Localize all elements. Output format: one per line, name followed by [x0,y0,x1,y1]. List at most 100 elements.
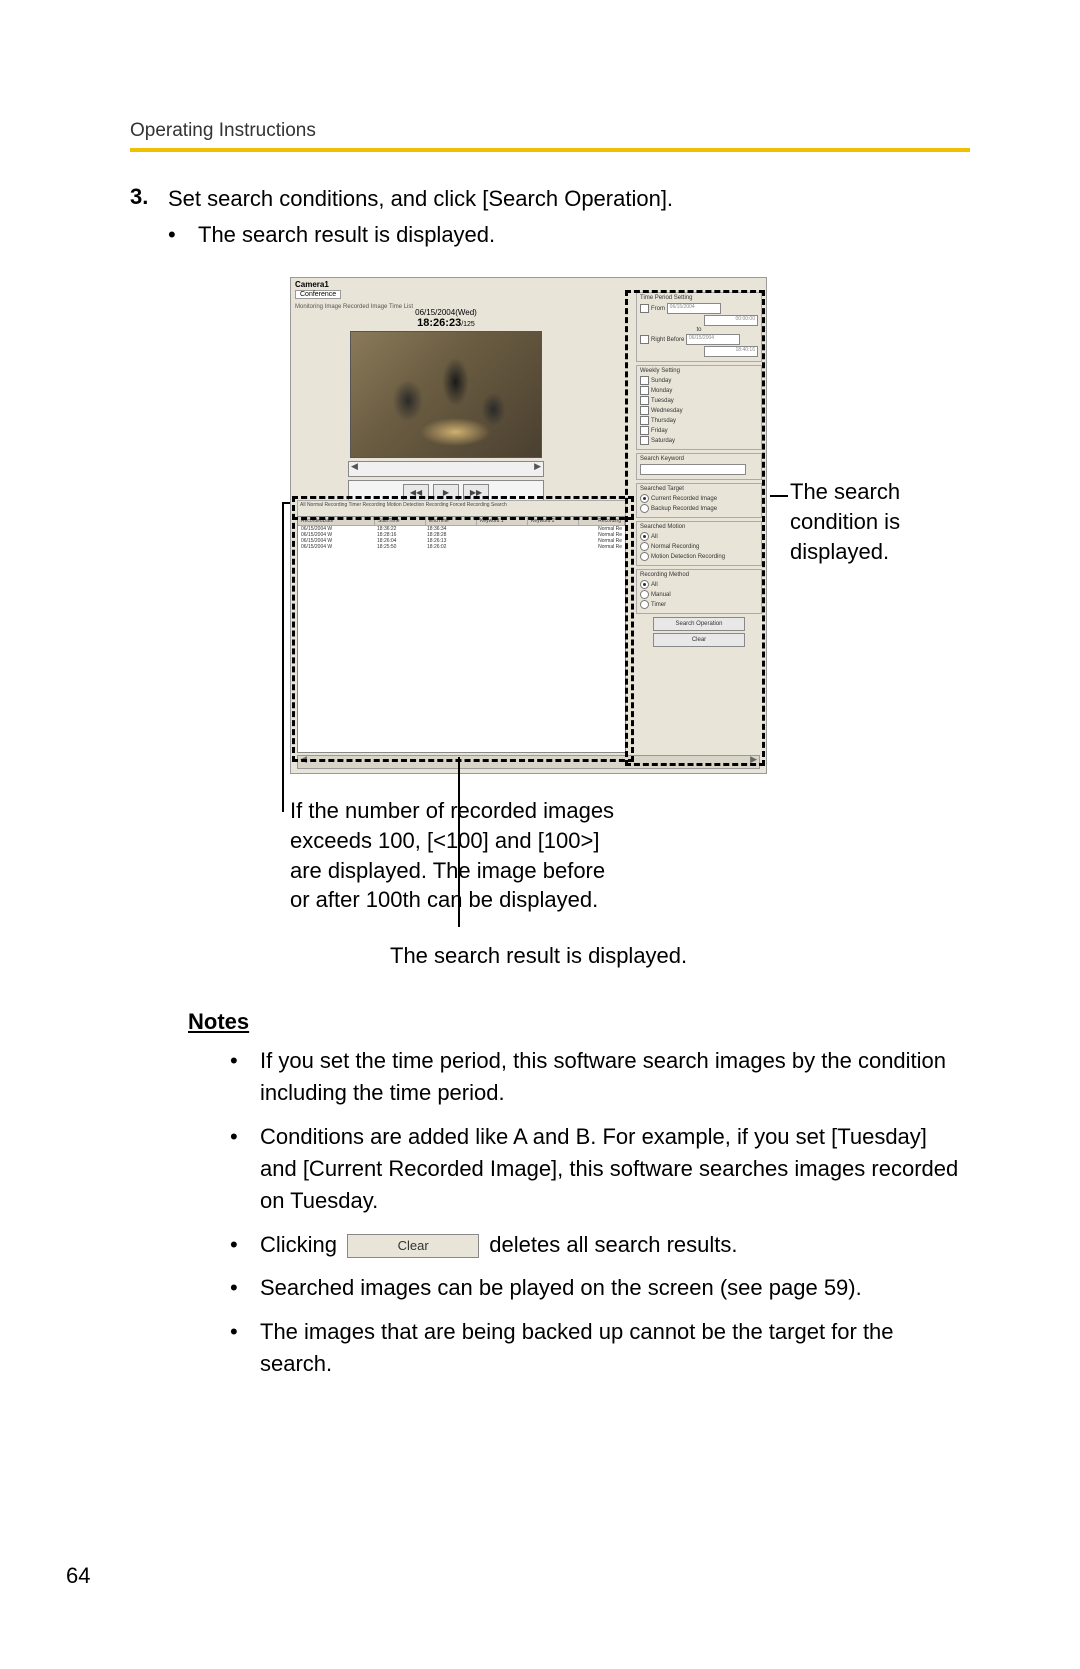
search-condition-panel: Time Period Setting From 06/15/2004 00:0… [636,292,762,649]
target-radio[interactable] [640,504,649,513]
col: RecordedDate [298,517,375,525]
note-pre: Clicking [260,1232,337,1257]
rightbefore-checkbox[interactable] [640,335,649,344]
day-label: Thursday [651,418,676,424]
opt-label: Normal Recording [651,544,699,550]
col: Keyword 2 [528,517,579,525]
day-checkbox[interactable] [640,426,649,435]
day-label: Monday [651,388,672,394]
opt-label: Manual [651,592,671,598]
day-checkbox[interactable] [640,406,649,415]
screenshot: Camera1 Conference Monitoring Image Reco… [290,277,767,774]
note-post: deletes all search results. [489,1232,737,1257]
rb-date-input[interactable]: 06/15/2004 [686,334,740,345]
group-keyword: Search Keyword [636,453,762,480]
from-date-input[interactable]: 06/15/2004 [667,303,721,314]
note-item: • Searched images can be played on the s… [230,1272,960,1304]
video-panel: 06/15/2004(Wed) 18:26:23/125 ◀◀ ▶ ▶▶ [341,308,551,506]
video-date: 06/15/2004(Wed) [341,308,551,317]
camera-title: Camera1 [295,280,329,289]
note-item: • If you set the time period, this softw… [230,1045,960,1109]
keyword-input[interactable] [640,464,746,475]
clear-button[interactable]: Clear [653,633,745,647]
col: StartTime [375,517,426,525]
rb-time-input[interactable]: 18:40:16 [704,346,758,357]
day-checkbox[interactable] [640,396,649,405]
day-label: Sunday [651,378,671,384]
group-target: Searched Target Current Recorded Image B… [636,483,762,518]
group-motion: Searched Motion All Normal Recording Mot… [636,521,762,566]
divider [130,148,970,152]
motion-radio[interactable] [640,552,649,561]
leader-line [458,757,460,927]
note-item: • The images that are being backed up ca… [230,1316,960,1380]
opt-label: Timer [651,602,666,608]
clear-button-inline[interactable]: Clear [347,1234,479,1258]
target-radio[interactable] [640,494,649,503]
group-title: Searched Target [640,486,758,492]
col: Recording [579,517,625,525]
search-operation-button[interactable]: Search Operation [653,617,745,631]
to-label: to [640,327,758,333]
step-sub: • The search result is displayed. [168,220,970,250]
col: EndTime [426,517,477,525]
day-label: Tuesday [651,398,674,404]
method-radio[interactable] [640,590,649,599]
callout-search-condition: The search condition is displayed. [790,477,990,566]
from-label: From [651,306,665,312]
scrollbar-horizontal[interactable] [297,755,760,769]
from-time-input[interactable]: 00:00:00 [704,315,758,326]
step-text: Set search conditions, and click [Search… [168,184,673,214]
page-number: 64 [66,1563,90,1589]
group-title: Searched Motion [640,524,758,530]
figure: Camera1 Conference Monitoring Image Reco… [290,277,970,969]
note-text: Searched images can be played on the scr… [260,1272,862,1304]
results-header: RecordedDate StartTime EndTime Keyword 1… [298,517,625,526]
playback-slider[interactable] [348,461,544,477]
day-checkbox[interactable] [640,436,649,445]
notes-heading: Notes [188,1009,970,1035]
leader-line [284,502,290,504]
group-title: Search Keyword [640,456,758,462]
callout-pagination: If the number of recorded images exceeds… [290,796,620,915]
results-table: RecordedDate StartTime EndTime Keyword 1… [297,516,626,753]
rightbefore-label: Right Before [651,337,684,343]
opt-label: All [651,534,658,540]
day-checkbox[interactable] [640,386,649,395]
motion-radio[interactable] [640,542,649,551]
note-text: The images that are being backed up cann… [260,1316,960,1380]
callout-results: The search result is displayed. [390,943,970,969]
video-time-main: 18:26:23 [417,317,461,329]
video-time: 18:26:23/125 [341,317,551,329]
note-text: Clicking Clear deletes all search result… [260,1229,738,1261]
method-radio[interactable] [640,580,649,589]
opt-label: Motion Detection Recording [651,554,725,560]
day-checkbox[interactable] [640,416,649,425]
step-sub-text: The search result is displayed. [198,220,495,250]
video-frame [350,331,542,458]
notes-list: • If you set the time period, this softw… [230,1045,960,1380]
opt-label: Backup Recorded Image [651,506,717,512]
step-number: 3. [130,184,168,214]
leader-line [770,495,788,497]
group-title: Weekly Setting [640,368,758,374]
note-item: • Clicking Clear deletes all search resu… [230,1229,960,1261]
day-label: Friday [651,428,668,434]
day-label: Wednesday [651,408,683,414]
group-title: Time Period Setting [640,295,758,301]
header-label: Operating Instructions [130,120,970,142]
group-weekly: Weekly Setting Sunday Monday Tuesday Wednes… [636,365,762,450]
step-row: 3. Set search conditions, and click [Sea… [130,184,970,214]
col: Keyword 1 [477,517,528,525]
day-checkbox[interactable] [640,376,649,385]
group-method: Recording Method All Manual Timer [636,569,762,614]
video-time-frac: /125 [461,321,475,328]
from-checkbox[interactable] [640,304,649,313]
table-row[interactable]: 06/15/2004 W18:25:5018:26:02Normal Re [298,544,625,550]
note-text: If you set the time period, this softwar… [260,1045,960,1109]
method-radio[interactable] [640,600,649,609]
leader-line [282,502,284,812]
motion-radio[interactable] [640,532,649,541]
camera-sub: Conference [295,290,341,299]
group-title: Recording Method [640,572,758,578]
